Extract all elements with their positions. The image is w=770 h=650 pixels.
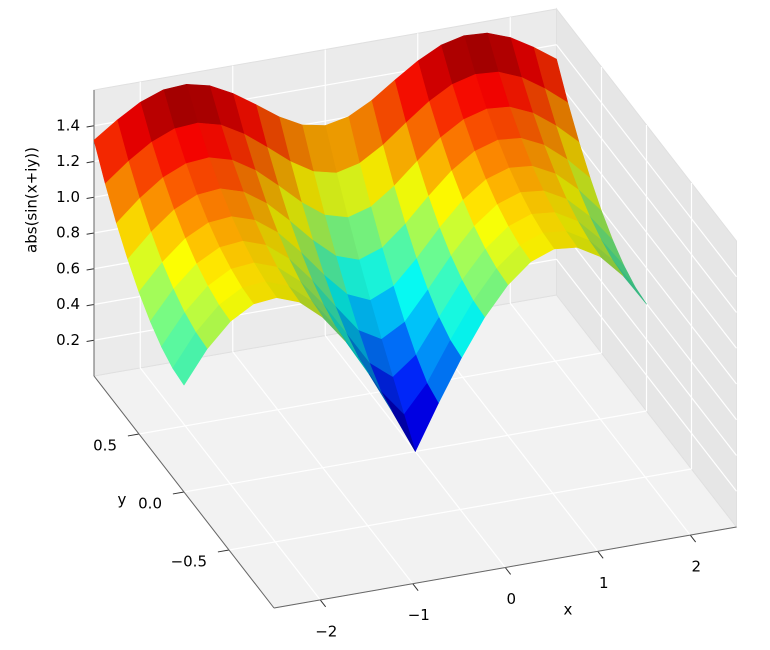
y-axis-line bbox=[93, 375, 275, 609]
x-tick bbox=[597, 550, 604, 559]
z-tick-label: 1.0 bbox=[56, 188, 80, 206]
x-axis-line bbox=[273, 526, 737, 609]
z-tick bbox=[86, 268, 95, 271]
z-tick bbox=[86, 161, 95, 164]
y-tick-label: −0.5 bbox=[171, 553, 207, 571]
x-tick bbox=[689, 534, 697, 543]
z-tick bbox=[86, 232, 95, 235]
y-axis-label: y bbox=[118, 491, 127, 509]
z-axis-label: abs(sin(x+iy)) bbox=[23, 147, 41, 253]
x-tick bbox=[504, 567, 512, 575]
grid-line bbox=[228, 468, 692, 551]
x-tick-label: −1 bbox=[408, 606, 430, 624]
x-tick-label: 0 bbox=[506, 590, 516, 608]
grid-line bbox=[556, 115, 737, 349]
y-tick-label: 0.0 bbox=[138, 495, 162, 513]
grid-line bbox=[556, 80, 737, 313]
grid-line bbox=[138, 352, 602, 435]
y-tick bbox=[172, 491, 185, 495]
x-axis-label: x bbox=[564, 601, 573, 619]
y-tick bbox=[127, 433, 140, 437]
x-tick bbox=[412, 583, 419, 591]
z-tick-label: 0.2 bbox=[56, 331, 80, 349]
x-tick-label: 1 bbox=[599, 574, 609, 592]
z-tick-label: 0.8 bbox=[56, 224, 80, 242]
y-tick-label: 0.5 bbox=[93, 437, 117, 455]
x-tick bbox=[319, 599, 327, 608]
y-tick bbox=[217, 549, 230, 553]
grid-line bbox=[556, 223, 737, 456]
x-tick-label: 2 bbox=[691, 558, 701, 576]
z-tick-label: 1.4 bbox=[56, 116, 80, 134]
surface-patch bbox=[172, 332, 208, 386]
z-tick bbox=[86, 125, 95, 128]
x-tick-label: −2 bbox=[315, 622, 337, 640]
z-tick bbox=[86, 339, 95, 343]
grid-line bbox=[556, 44, 737, 278]
z-tick bbox=[86, 304, 95, 307]
z-tick bbox=[86, 196, 95, 200]
z-tick-label: 0.6 bbox=[56, 259, 80, 277]
z-tick-label: 0.4 bbox=[56, 295, 80, 313]
grid-line bbox=[556, 258, 737, 492]
z-tick-label: 1.2 bbox=[56, 152, 80, 170]
